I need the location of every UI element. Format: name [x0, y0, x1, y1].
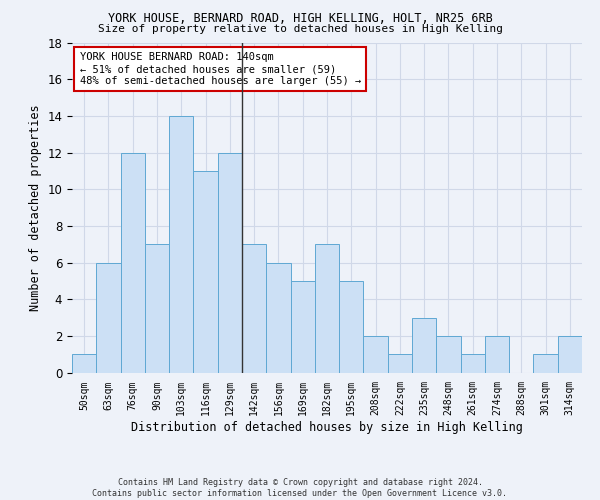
- Bar: [169, 116, 193, 372]
- Bar: [558, 336, 582, 372]
- Bar: [533, 354, 558, 372]
- Text: Contains HM Land Registry data © Crown copyright and database right 2024.
Contai: Contains HM Land Registry data © Crown c…: [92, 478, 508, 498]
- Bar: [461, 354, 485, 372]
- Bar: [412, 318, 436, 372]
- Bar: [485, 336, 509, 372]
- Text: YORK HOUSE BERNARD ROAD: 140sqm
← 51% of detached houses are smaller (59)
48% of: YORK HOUSE BERNARD ROAD: 140sqm ← 51% of…: [80, 52, 361, 86]
- Bar: [145, 244, 169, 372]
- Bar: [242, 244, 266, 372]
- Bar: [339, 281, 364, 372]
- Bar: [193, 171, 218, 372]
- Bar: [266, 262, 290, 372]
- Bar: [290, 281, 315, 372]
- Bar: [121, 152, 145, 372]
- Bar: [436, 336, 461, 372]
- Text: YORK HOUSE, BERNARD ROAD, HIGH KELLING, HOLT, NR25 6RB: YORK HOUSE, BERNARD ROAD, HIGH KELLING, …: [107, 12, 493, 26]
- Bar: [218, 152, 242, 372]
- Bar: [72, 354, 96, 372]
- Bar: [315, 244, 339, 372]
- Y-axis label: Number of detached properties: Number of detached properties: [29, 104, 42, 311]
- Text: Size of property relative to detached houses in High Kelling: Size of property relative to detached ho…: [97, 24, 503, 34]
- Bar: [96, 262, 121, 372]
- Bar: [388, 354, 412, 372]
- X-axis label: Distribution of detached houses by size in High Kelling: Distribution of detached houses by size …: [131, 421, 523, 434]
- Bar: [364, 336, 388, 372]
